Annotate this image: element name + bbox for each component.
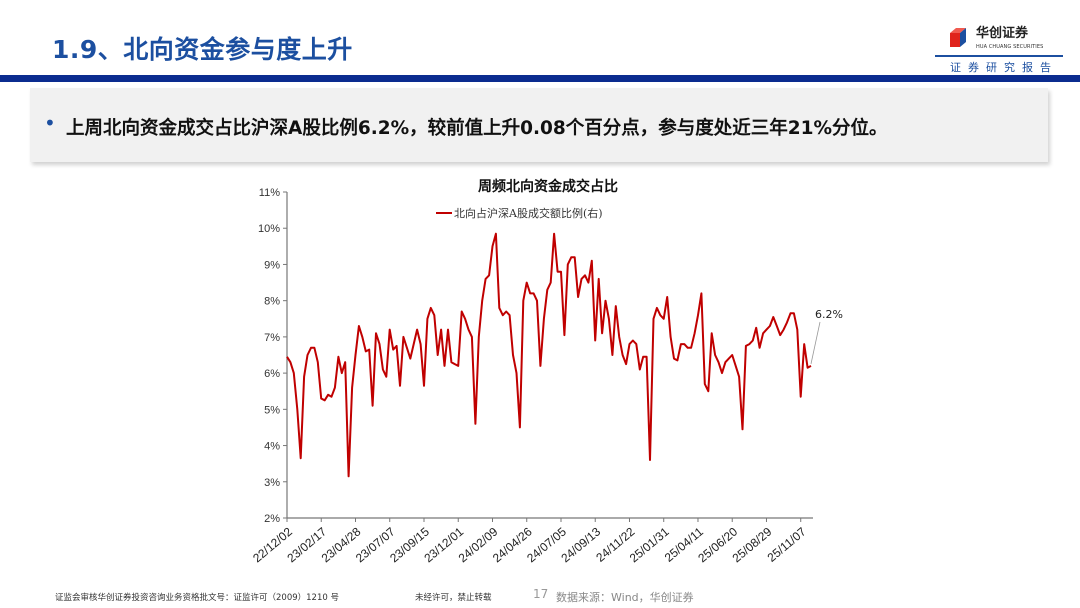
- y-tick-label: 7%: [264, 332, 280, 344]
- annotation-leader: [810, 321, 821, 364]
- footer-license: 证监会审核华创证券投资咨询业务资格批文号：证监许可（2009）1210 号: [55, 593, 339, 603]
- logo-name: 华创证券: [976, 26, 1029, 41]
- chart-title: 周频北向资金成交占比: [478, 178, 618, 195]
- logo-divider: [935, 55, 1063, 57]
- summary-text: 上周北向资金成交占比沪深A股比例6.2%，较前值上升0.08个百分点，参与度处近…: [66, 118, 888, 139]
- x-tick-label: 25/11/07: [765, 524, 809, 564]
- series-line: [286, 232, 812, 478]
- y-tick-label: 4%: [264, 441, 280, 453]
- y-tick-label: 9%: [264, 259, 280, 271]
- y-tick-label: 5%: [264, 404, 280, 416]
- y-tick-label: 10%: [258, 223, 280, 235]
- bullet-icon: •: [44, 111, 56, 135]
- summary-box: • 上周北向资金成交占比沪深A股比例6.2%，较前值上升0.08个百分点，参与度…: [30, 88, 1048, 162]
- page-number: 17: [533, 587, 549, 601]
- footer-notice: 未经许可，禁止转载: [415, 593, 492, 603]
- logo-subtitle: HUA CHUANG SECURITIES: [976, 44, 1044, 50]
- y-tick-label: 8%: [264, 296, 280, 308]
- page-title: 1.9、北向资金参与度上升: [52, 35, 353, 64]
- y-tick-label: 11%: [259, 187, 280, 199]
- header-bar: [0, 75, 1080, 82]
- logo-cube-icon: [950, 28, 966, 47]
- y-tick-label: 6%: [264, 368, 280, 380]
- company-logo: 华创证券 HUA CHUANG SECURITIES: [948, 27, 1048, 51]
- y-tick-label: 2%: [264, 513, 280, 525]
- data-source: 数据来源：Wind，华创证券: [556, 591, 694, 604]
- value-annotation: 6.2%: [815, 308, 843, 321]
- report-label: 证券研究报告: [950, 61, 1058, 74]
- y-tick-label: 3%: [264, 477, 280, 489]
- legend-label: 北向占沪深A股成交额比例(右): [454, 206, 603, 220]
